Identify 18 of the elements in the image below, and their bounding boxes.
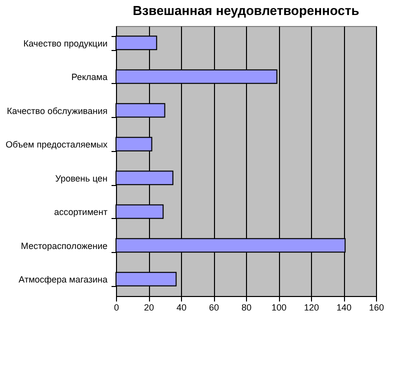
x-tick-label: 20 (144, 302, 154, 312)
x-tick-label: 100 (271, 302, 287, 312)
x-tick-label: 60 (208, 302, 220, 312)
chart-title: Взвешанная неудовлетворенность (132, 3, 360, 18)
y-tick-label: Уровень цен (55, 173, 108, 184)
y-tick-label: ассортимент (54, 207, 108, 218)
y-tick-label: Атмосфера магазина (18, 274, 108, 285)
x-tick-label: 80 (241, 302, 252, 312)
x-tick-label: 140 (336, 302, 352, 312)
x-tick-label: 40 (176, 302, 187, 312)
x-tick-label: 120 (304, 302, 320, 312)
x-tick-label: 160 (368, 302, 384, 312)
y-tick-label: Качество обслуживания (6, 106, 108, 116)
y-tick-label: Качество продукции (23, 38, 108, 48)
x-tick-label: 0 (114, 302, 120, 312)
y-tick-label: Объем предосталяемых (6, 140, 108, 150)
y-tick-label: Месторасположение (20, 240, 108, 251)
y-tick-label: Реклама (71, 72, 108, 82)
